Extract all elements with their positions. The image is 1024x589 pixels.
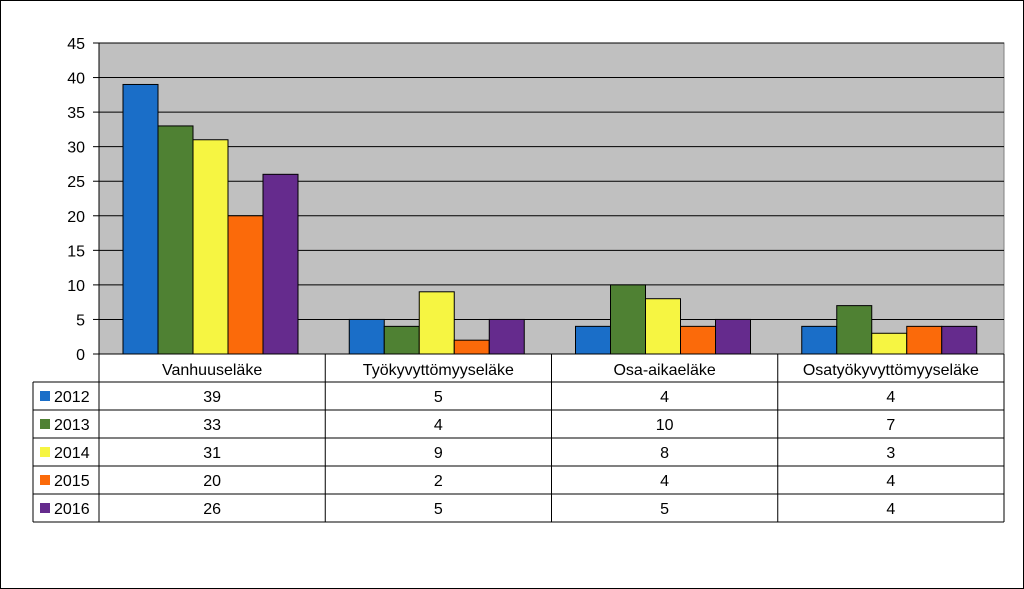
y-tick-label: 25 — [67, 174, 85, 191]
legend-swatch-2016 — [40, 503, 50, 513]
legend-swatch-2012 — [40, 391, 50, 401]
y-axis: 0 5 10 15 20 25 30 35 40 45 — [67, 36, 100, 364]
bar-2013-0 — [157, 125, 194, 355]
bar-2016-3 — [941, 325, 978, 355]
category-label: Työkyvyttömyyseläke — [363, 362, 514, 379]
data-label: 5 — [660, 501, 669, 518]
legend-label: 2014 — [54, 445, 90, 462]
y-tick-label: 0 — [76, 347, 85, 364]
data-label: 39 — [203, 389, 221, 406]
data-label: 5 — [434, 501, 443, 518]
data-label: 7 — [886, 417, 895, 434]
y-tick-label: 45 — [67, 36, 85, 53]
bar-2014-2 — [645, 298, 681, 355]
bar-2015-3 — [906, 325, 943, 355]
legend-swatch-2014 — [40, 447, 50, 457]
data-label: 4 — [434, 417, 443, 434]
y-tick-label: 20 — [67, 209, 85, 226]
data-table: Vanhuuseläke Työkyvyttömyyseläke Osa-aikae… — [32, 354, 1005, 523]
y-tick-label: 5 — [76, 312, 85, 329]
bar-2014-1 — [418, 291, 455, 355]
data-label: 33 — [203, 417, 221, 434]
category-label: Osatyökyvyttömyyseläke — [803, 362, 979, 379]
data-label: 2 — [434, 473, 443, 490]
y-tick-label: 30 — [67, 140, 85, 157]
legend-swatch-2015 — [40, 475, 50, 485]
data-label: 4 — [886, 473, 895, 490]
bar-2014-3 — [871, 332, 908, 355]
data-label: 31 — [203, 445, 221, 462]
data-label: 4 — [886, 501, 895, 518]
data-label: 10 — [656, 417, 674, 434]
legend-label: 2015 — [54, 473, 90, 490]
legend-label: 2016 — [54, 501, 90, 518]
bar-2015-1 — [453, 339, 490, 355]
bar-2015-0 — [227, 215, 264, 355]
data-label: 26 — [203, 501, 221, 518]
legend-label: 2013 — [54, 417, 90, 434]
bars — [99, 83, 1004, 355]
bar-2012-0 — [122, 83, 159, 355]
data-label: 9 — [434, 445, 443, 462]
data-label: 4 — [886, 389, 895, 406]
legend-swatch-2013 — [40, 419, 50, 429]
bar-2016-0 — [262, 173, 299, 355]
bar-2016-2 — [715, 318, 751, 355]
bar-2012-2 — [575, 325, 611, 355]
bar-2012-3 — [801, 325, 838, 355]
bar-2012-1 — [348, 318, 385, 355]
data-label: 4 — [660, 389, 669, 406]
bar-2016-1 — [488, 318, 525, 355]
bar-2013-2 — [610, 284, 646, 355]
category-label: Osa-aikaeläke — [613, 362, 715, 379]
bar-2013-1 — [383, 325, 420, 355]
data-label: 5 — [434, 389, 443, 406]
bar-2015-2 — [680, 325, 716, 355]
legend-label: 2012 — [54, 389, 90, 406]
data-label: 8 — [660, 445, 669, 462]
y-tick-label: 40 — [67, 71, 85, 88]
data-label: 4 — [660, 473, 669, 490]
y-tick-label: 10 — [67, 278, 85, 295]
y-tick-label: 15 — [67, 243, 85, 260]
y-tick-label: 35 — [67, 105, 85, 122]
bar-2013-3 — [836, 305, 873, 355]
data-label: 20 — [203, 473, 221, 490]
category-label: Vanhuuseläke — [162, 362, 262, 379]
data-label: 3 — [886, 445, 895, 462]
bar-2014-0 — [192, 139, 229, 355]
